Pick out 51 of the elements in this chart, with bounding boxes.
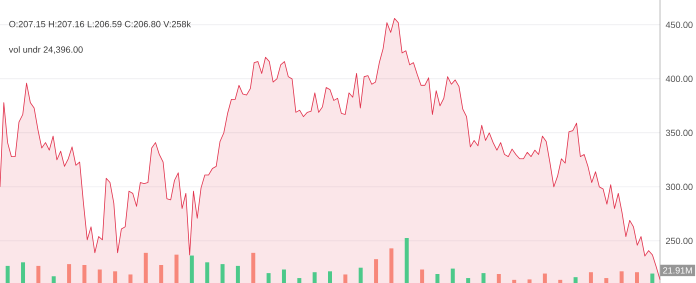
bar	[404, 238, 409, 283]
bar	[174, 254, 179, 283]
bar	[420, 270, 424, 283]
bar	[389, 248, 394, 283]
bar	[496, 274, 501, 283]
bar	[358, 268, 363, 283]
bar	[205, 262, 210, 283]
bar	[466, 278, 470, 283]
bar	[450, 268, 455, 283]
bar	[574, 277, 578, 283]
bar	[297, 278, 302, 283]
y-tick-label: 300.00	[666, 184, 693, 190]
bar	[128, 274, 132, 283]
bar	[542, 274, 547, 283]
annotation: O:207.15 H:207.16 L:206.59 C:206.80 V:258k	[9, 20, 191, 28]
bar	[604, 278, 608, 283]
bar	[6, 266, 10, 283]
y-tick-label: 250.00	[666, 238, 693, 244]
bar	[236, 266, 240, 283]
bar	[282, 270, 286, 283]
bar	[67, 264, 72, 283]
bar	[144, 252, 148, 283]
bar	[343, 274, 348, 283]
bar	[528, 279, 532, 283]
bar	[52, 276, 56, 283]
annotation: vol undr 24,396.00	[8, 46, 83, 54]
bar	[312, 272, 317, 283]
bar	[374, 259, 378, 283]
bar	[190, 256, 194, 283]
bar	[21, 262, 26, 283]
bar	[113, 271, 118, 283]
text: 21.91M	[663, 267, 692, 274]
bar	[588, 272, 593, 283]
bar	[634, 272, 639, 283]
bar	[650, 274, 654, 283]
bar	[36, 266, 40, 283]
bar	[159, 265, 164, 283]
bar	[512, 280, 516, 283]
y-tick-label: 350.00	[666, 130, 693, 136]
bar	[220, 264, 225, 283]
bar	[251, 252, 256, 283]
bar	[481, 273, 486, 283]
bar	[435, 274, 440, 283]
bar	[558, 280, 562, 283]
bar	[82, 265, 86, 283]
bar	[98, 270, 102, 283]
y-tick-label: 450.00	[666, 22, 693, 28]
bar	[328, 271, 332, 283]
bar	[620, 271, 624, 283]
y-tick-label: 400.00	[666, 76, 693, 82]
bar	[266, 273, 271, 283]
